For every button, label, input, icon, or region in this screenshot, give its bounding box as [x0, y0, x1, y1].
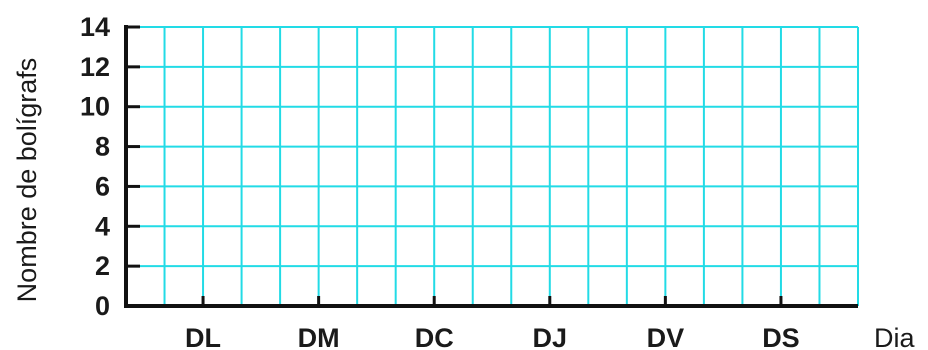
y-tick-label: 4	[95, 211, 110, 241]
grid-lines	[126, 26, 859, 306]
x-tick-labels: DL DM DC DJ DV DS	[185, 323, 800, 350]
y-tick-label: 2	[95, 251, 110, 281]
y-tick-label: 12	[80, 52, 110, 82]
y-tick-labels: 0 2 4 6 8 10 12 14	[80, 12, 110, 321]
y-tick-label: 10	[80, 92, 110, 122]
x-tick-label: DV	[647, 323, 685, 350]
x-tick-label: DS	[762, 323, 800, 350]
y-tick-label: 14	[80, 12, 110, 42]
y-tick-label: 8	[95, 132, 110, 162]
x-tick-label: DC	[415, 323, 454, 350]
x-tick-label: DL	[185, 323, 221, 350]
y-tick-label: 0	[95, 291, 110, 321]
x-tick-label: DM	[298, 323, 340, 350]
x-tick-label: DJ	[533, 323, 568, 350]
y-tick-label: 6	[95, 171, 110, 201]
axes	[124, 25, 858, 308]
x-axis-label: Dia	[874, 323, 915, 350]
y-axis-label: Nombre de bolígrafs	[12, 58, 42, 303]
